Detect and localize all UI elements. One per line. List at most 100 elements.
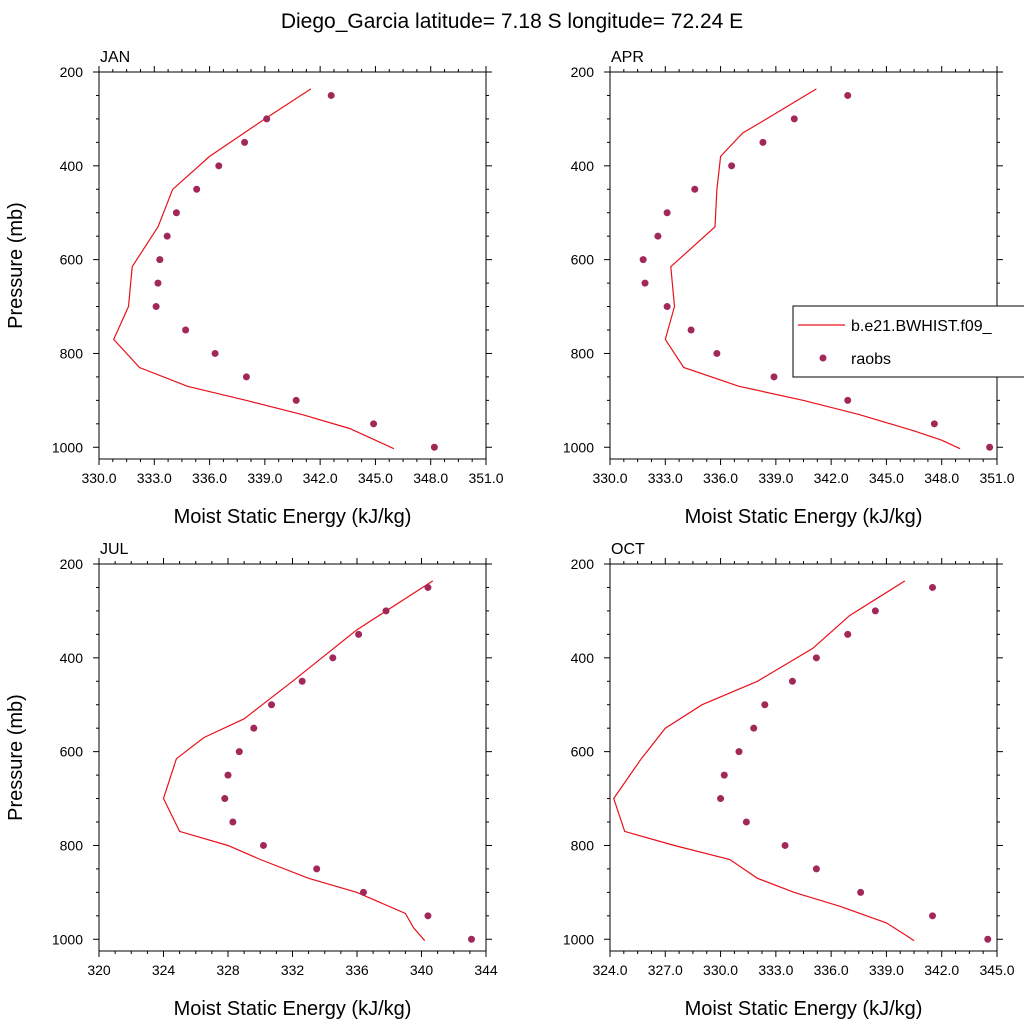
x-tick-label: 351.0: [468, 470, 503, 486]
y-tick-label: 800: [60, 345, 84, 361]
panel-label: JUL: [100, 541, 129, 558]
x-axis-label: Moist Static Energy (kJ/kg): [685, 506, 923, 528]
obs-point: [467, 935, 475, 943]
obs-point: [844, 396, 852, 404]
obs-point: [156, 256, 164, 264]
x-tick-label: 336: [345, 962, 369, 978]
y-tick-label: 1000: [52, 931, 83, 947]
x-tick-label: 340: [410, 962, 434, 978]
x-tick-label: 339.0: [869, 962, 904, 978]
x-tick-label: 328: [216, 962, 240, 978]
y-tick-label: 400: [571, 158, 595, 174]
model-series-line: [162, 580, 434, 942]
obs-point: [292, 396, 300, 404]
x-tick-label: 330.0: [81, 470, 116, 486]
panel-oct: OCT 324.0 327.0 330.0 333.0 336.0 339.0 342.0 34…: [563, 541, 1015, 1020]
obs-point: [242, 373, 250, 381]
obs-point: [430, 443, 438, 451]
figure-title: Diego_Garcia latitude= 7.18 S longitude=…: [281, 10, 743, 33]
legend-box: [792, 305, 1024, 378]
x-tick-label: 342.0: [303, 470, 338, 486]
obs-point: [154, 279, 162, 287]
x-tick-label: 332: [281, 962, 305, 978]
obs-point: [259, 841, 267, 849]
obs-point: [750, 724, 758, 732]
x-tick-label: 339.0: [758, 470, 793, 486]
panel-label: APR: [611, 49, 644, 66]
obs-point: [152, 303, 160, 311]
x-tick-label: 342.0: [814, 470, 849, 486]
obs-point: [930, 420, 938, 428]
obs-point: [163, 232, 171, 240]
x-tick-label: 351.0: [979, 470, 1014, 486]
x-tick-label: 344: [474, 962, 498, 978]
x-tick-label: 324: [152, 962, 176, 978]
obs-point: [641, 279, 649, 287]
obs-point: [929, 912, 936, 920]
obs-point: [235, 748, 243, 756]
obs-point: [215, 162, 223, 170]
obs-point: [735, 748, 743, 756]
obs-point: [359, 888, 367, 896]
obs-point: [984, 935, 992, 943]
obs-point: [224, 771, 232, 779]
x-tick-label: 327.0: [648, 962, 683, 978]
x-tick-label: 348.0: [924, 470, 959, 486]
x-tick-label: 348.0: [413, 470, 448, 486]
x-tick-label: 342.0: [924, 962, 959, 978]
y-tick-label: 600: [571, 252, 595, 268]
y-tick-label: 1000: [563, 931, 594, 947]
legend-obs-swatch: [819, 354, 827, 362]
legend: b.e21.BWHIST.f09_raobs: [792, 305, 1024, 378]
y-tick-label: 200: [60, 556, 84, 572]
obs-point: [761, 701, 769, 709]
obs-point: [720, 771, 728, 779]
obs-point: [172, 209, 180, 217]
y-tick-label: 600: [571, 744, 595, 760]
obs-point: [211, 349, 219, 357]
obs-point: [844, 630, 852, 638]
x-tick-label: 339.0: [247, 470, 282, 486]
obs-point: [759, 138, 767, 146]
obs-point: [929, 583, 936, 591]
y-tick-label: 800: [60, 837, 84, 853]
obs-point: [355, 630, 363, 638]
x-axis-label: Moist Static Energy (kJ/kg): [685, 998, 923, 1020]
obs-point: [193, 185, 201, 193]
y-tick-label: 1000: [52, 439, 83, 455]
legend-obs-label: raobs: [851, 351, 891, 368]
obs-point: [790, 115, 798, 123]
obs-point: [424, 583, 432, 591]
x-tick-label: 336.0: [192, 470, 227, 486]
y-axis-label: Pressure (mb): [5, 694, 27, 821]
obs-point: [182, 326, 190, 334]
obs-point: [241, 138, 249, 146]
obs-point: [370, 420, 378, 428]
y-tick-label: 200: [571, 64, 595, 80]
y-tick-label: 400: [60, 650, 84, 666]
obs-point: [663, 209, 671, 217]
x-axis-label: Moist Static Energy (kJ/kg): [174, 506, 412, 528]
x-tick-label: 345.0: [358, 470, 393, 486]
obs-point: [812, 654, 820, 662]
y-axis-label: Pressure (mb): [5, 202, 27, 329]
x-tick-label: 330.0: [592, 470, 627, 486]
y-tick-label: 1000: [563, 439, 594, 455]
obs-point: [229, 818, 237, 826]
obs-point: [327, 91, 335, 99]
x-tick-label: 345.0: [979, 962, 1014, 978]
y-tick-label: 400: [60, 158, 84, 174]
x-tick-label: 333.0: [648, 470, 683, 486]
panel-label: JAN: [100, 49, 130, 66]
x-tick-label: 336.0: [703, 470, 738, 486]
obs-point: [687, 326, 695, 334]
obs-point: [654, 232, 662, 240]
y-tick-label: 400: [571, 650, 595, 666]
obs-point: [986, 443, 994, 451]
panel-jan: JAN 330.0 333.0 336.0 339.0 342.0 345.0 348.0 35…: [5, 49, 504, 528]
obs-point: [221, 795, 229, 803]
panels: JAN 330.0 333.0 336.0 339.0 342.0 345.0 348.0 35…: [5, 49, 1024, 1020]
x-axis-label: Moist Static Energy (kJ/kg): [174, 998, 412, 1020]
obs-point: [263, 115, 271, 123]
